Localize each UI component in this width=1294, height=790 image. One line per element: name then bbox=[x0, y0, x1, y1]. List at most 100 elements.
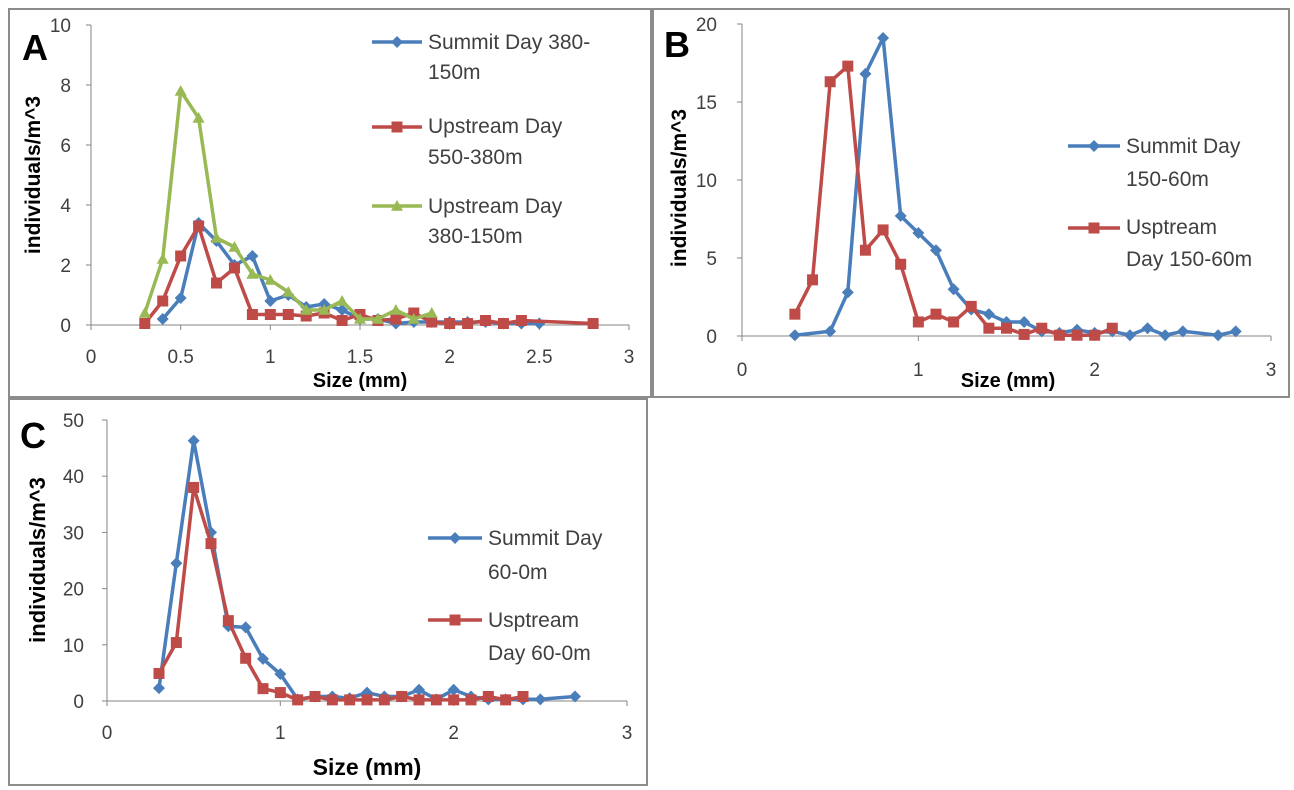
panel-a-frame bbox=[8, 8, 652, 398]
panel-a-legend-label-3: 380-150m bbox=[428, 225, 523, 248]
panel-a-y-tick-label: 8 bbox=[60, 76, 71, 97]
panel-a-legend-marker-2 bbox=[391, 121, 403, 133]
panel-b-series-2-point bbox=[842, 60, 854, 72]
panel-c-y-tick-label: 20 bbox=[63, 580, 84, 601]
panel-b-series-1-point bbox=[947, 283, 960, 296]
panel-b-x-tick-label: 3 bbox=[1266, 360, 1277, 381]
panel-a-series-2-point bbox=[157, 295, 169, 307]
panel-b-series-1-point bbox=[1212, 329, 1225, 342]
panel-b-series-2-point bbox=[1071, 329, 1083, 341]
panel-a-series-2-point bbox=[444, 318, 456, 329]
panel-b-y-tick-label: 20 bbox=[696, 15, 717, 36]
panel-b-legend-label-1: 150-60m bbox=[1126, 168, 1209, 191]
panel-a-legend-marker-1 bbox=[391, 36, 403, 48]
panel-c-series-2-point bbox=[292, 694, 304, 706]
panel-c-series-2-point bbox=[517, 691, 529, 703]
panel-b-y-tick-label: 15 bbox=[696, 93, 717, 114]
panel-b-series-2-point bbox=[789, 308, 801, 320]
panel-b-series-1-point bbox=[788, 329, 801, 342]
panel-a-series-1-point bbox=[533, 317, 546, 330]
panel-a-legend-marker-3 bbox=[391, 200, 403, 211]
panel-c-x-tick-label: 0 bbox=[102, 723, 113, 744]
panel-b-series-2-point bbox=[824, 76, 836, 88]
panel-c-legend-marker-1 bbox=[449, 532, 461, 544]
panel-a-y-tick-label: 0 bbox=[60, 316, 71, 337]
panel-a-x-tick-label: 2.5 bbox=[526, 347, 552, 368]
panel-b-series-1-point bbox=[1159, 329, 1172, 342]
panel-a-series-3-point bbox=[282, 286, 295, 297]
panel-b-series-1-point bbox=[912, 227, 925, 240]
panel-b-legend-label-2: Usptream bbox=[1126, 216, 1217, 239]
panel-b-series-2-point bbox=[965, 300, 977, 312]
panel-b-x-tick-label: 1 bbox=[913, 360, 924, 381]
panel-b-series-2-point bbox=[1089, 329, 1101, 341]
panel-a-series-2-point bbox=[264, 309, 276, 320]
panel-c-series-2-point bbox=[482, 691, 494, 703]
panel-b-series-1-point bbox=[1176, 325, 1189, 338]
panel-b-series-2-point bbox=[1001, 322, 1012, 334]
panel-b-y-tick-label: 10 bbox=[696, 171, 717, 192]
panel-b-letter: B bbox=[664, 24, 690, 65]
panel-b-x-tick-label: 2 bbox=[1089, 360, 1100, 381]
panel-c-series-2-point bbox=[205, 538, 217, 550]
panel-c-legend-label-1: 60-0m bbox=[488, 561, 548, 584]
panel-a-x-tick-label: 0.5 bbox=[167, 347, 193, 368]
panel-a-x-tick-label: 2 bbox=[444, 347, 455, 368]
panel-a-series-1-point bbox=[336, 304, 349, 316]
panel-b-series-1-point bbox=[894, 209, 907, 222]
panel-c-series-2-point bbox=[430, 694, 442, 706]
panel-a-series-2-point bbox=[300, 310, 312, 322]
panel-c-series-2-line bbox=[157, 485, 524, 702]
panel-c-series-1-point bbox=[153, 682, 165, 695]
panel-b-x-axis-label: Size (mm) bbox=[961, 370, 1055, 392]
panel-c-series-2-point bbox=[274, 687, 286, 699]
panel-a-series-3-point bbox=[246, 268, 259, 279]
panel-a-letter: A bbox=[22, 27, 48, 68]
panel-b-legend-marker-2 bbox=[1088, 222, 1100, 234]
panel-a-x-tick-label: 1 bbox=[265, 347, 276, 368]
panel-c-series-1-point bbox=[447, 683, 460, 696]
panel-b-series-1-point bbox=[841, 286, 854, 299]
panel-b-series-1-point bbox=[1018, 315, 1031, 328]
panel-a-series-3-point bbox=[192, 112, 205, 123]
panel-b-series-2-point bbox=[1106, 322, 1118, 334]
panel-a-series-3-point bbox=[425, 307, 438, 318]
panel-c-series-1-point bbox=[274, 668, 287, 681]
panel-b-legend-label-1: Summit Day bbox=[1126, 135, 1241, 158]
panel-a-legend-label-1: Summit Day 380- bbox=[428, 31, 590, 54]
panel-a-series-2-point bbox=[480, 315, 492, 326]
panel-c-frame bbox=[8, 398, 648, 786]
panel-a-legend-label-2: Upstream Day bbox=[428, 115, 563, 138]
panel-c-y-axis-label: individuals/m^3 bbox=[25, 477, 50, 643]
panel-c-y-tick-label: 10 bbox=[63, 636, 84, 657]
panel-c-y-tick-label: 0 bbox=[73, 692, 84, 713]
panel-a-series-2-point bbox=[426, 316, 438, 328]
panel-c-series-2-point bbox=[500, 694, 512, 706]
panel-a-series-2-point bbox=[336, 315, 348, 326]
panel-a-series-2-point bbox=[282, 309, 294, 320]
panel-c-series-1-point bbox=[170, 557, 183, 570]
panel-b-series-1-point bbox=[859, 67, 872, 80]
panel-a-series-1-point bbox=[174, 292, 187, 304]
panel-b-legend-label-2: Day 150-60m bbox=[1126, 248, 1252, 271]
panel-c-series-2-point bbox=[396, 691, 408, 703]
panel-b-series-2-point bbox=[807, 274, 819, 286]
panel-c-series-2-point bbox=[361, 694, 373, 706]
panel-c-series-2-point bbox=[257, 683, 269, 695]
panel-c-series-2-point bbox=[465, 694, 477, 706]
panel-a-series-2-point bbox=[246, 309, 258, 320]
panel-b-y-tick-label: 0 bbox=[706, 327, 717, 348]
panel-c-legend-label-1: Summit Day bbox=[488, 527, 603, 550]
panel-b-series-2-point bbox=[930, 308, 942, 320]
panel-b-series-2-point bbox=[859, 244, 871, 256]
panel-a-series-3-point bbox=[371, 313, 384, 324]
panel-b-series-1-point bbox=[824, 325, 837, 338]
panel-a-series-1-point bbox=[264, 295, 277, 307]
panel-a-y-tick-label: 4 bbox=[60, 196, 71, 217]
panel-a-legend-label-2: 550-380m bbox=[428, 146, 523, 169]
panel-a-series-2-point bbox=[175, 250, 187, 262]
panel-c-legend-label-2: Day 60-0m bbox=[488, 642, 591, 665]
panel-a-series-2-point bbox=[497, 318, 509, 329]
panel-b-chart: 0 5 10 15 20 0 1 2 3 Summit Day 150-60m Usptream Day… bbox=[664, 15, 1276, 392]
panel-a-series-1-point bbox=[246, 250, 259, 262]
